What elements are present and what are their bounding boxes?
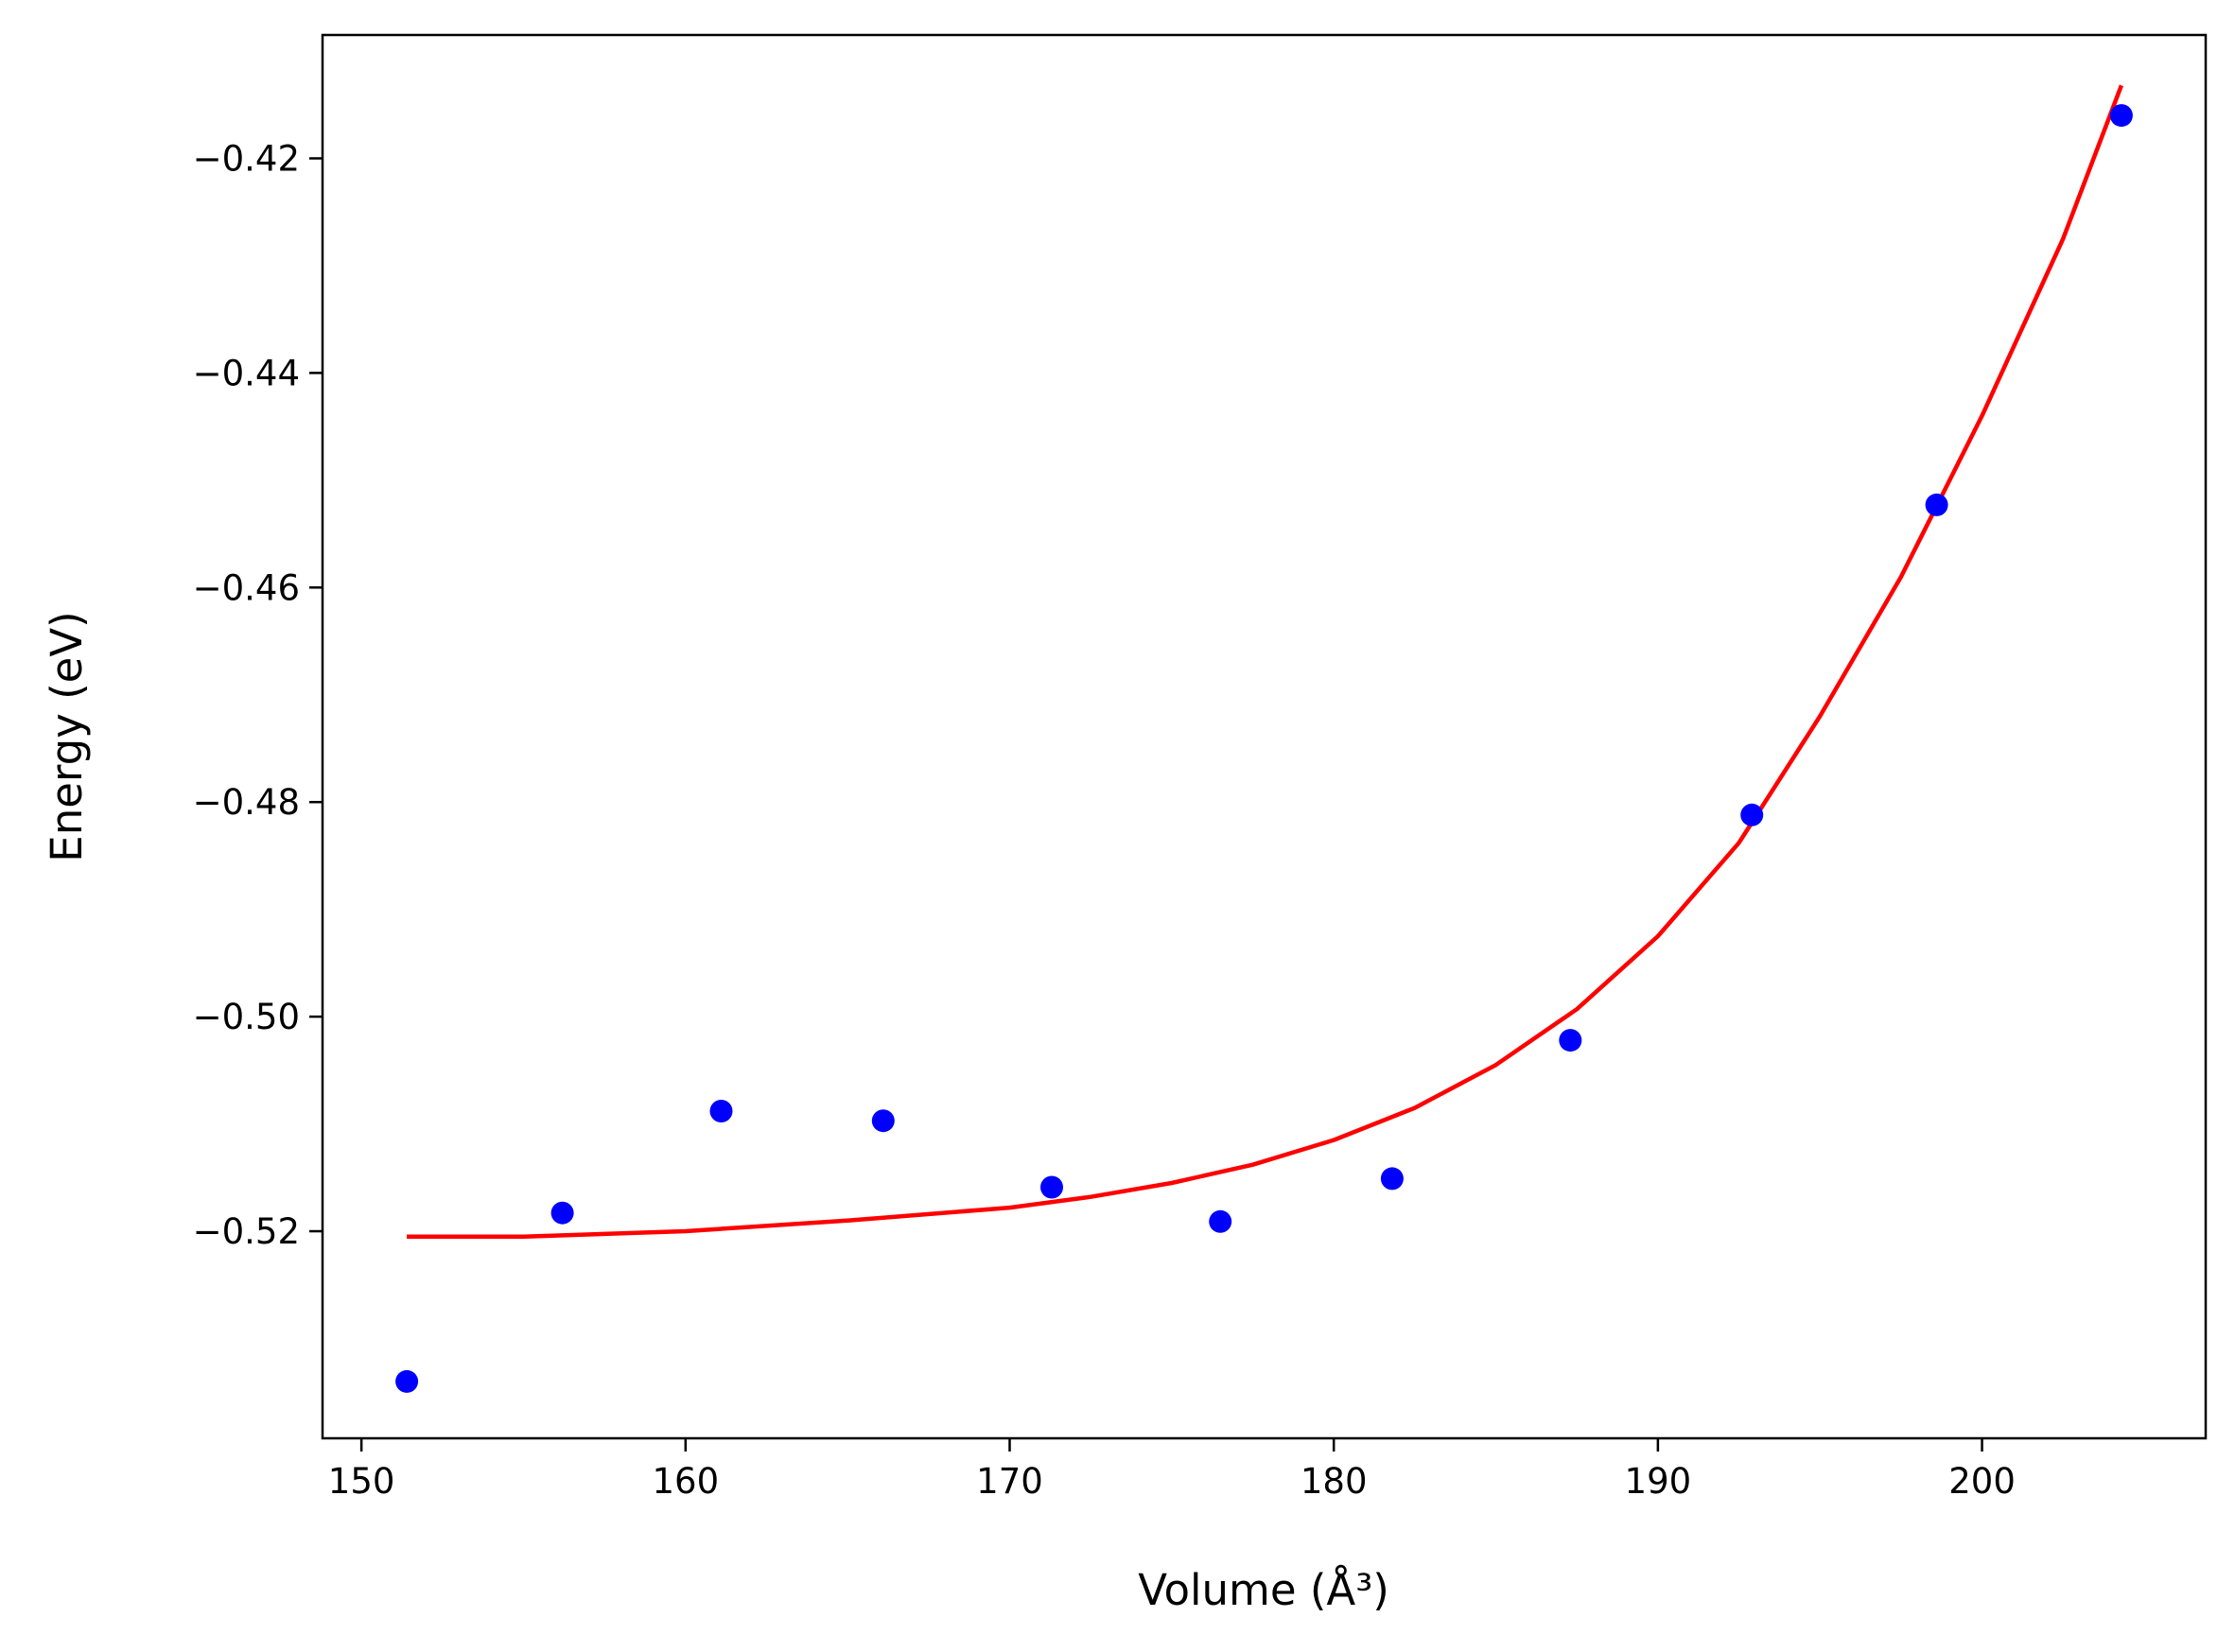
- data-points-layer: [395, 104, 2133, 1393]
- x-tick-label: 200: [1948, 1461, 2016, 1502]
- x-tick-label: 160: [652, 1461, 719, 1502]
- data-point: [1925, 493, 1948, 516]
- x-tick-label: 170: [976, 1461, 1043, 1502]
- data-point: [1559, 1029, 1582, 1052]
- data-point: [1380, 1167, 1404, 1191]
- x-axis: 150 160 170 180 190 200: [328, 1438, 2016, 1502]
- fit-curve: [407, 84, 2124, 1239]
- x-tick-label: 150: [328, 1461, 395, 1502]
- data-point: [550, 1201, 574, 1225]
- y-tick-label: −0.50: [193, 997, 300, 1037]
- y-axis: −0.42 −0.44 −0.46 −0.48 −0.50 −0.52: [193, 138, 323, 1252]
- x-tick-label: 180: [1301, 1461, 1368, 1502]
- x-axis-title: Volume (Å³): [1138, 1565, 1389, 1615]
- data-point: [1740, 803, 1764, 826]
- y-tick-label: −0.52: [193, 1211, 300, 1252]
- y-tick-label: −0.46: [193, 567, 300, 608]
- data-point: [1040, 1175, 1063, 1199]
- y-tick-label: −0.42: [193, 138, 300, 179]
- y-tick-label: −0.48: [193, 782, 300, 823]
- plot-area: [395, 84, 2133, 1393]
- fit-curve-layer: [407, 84, 2124, 1239]
- data-point: [871, 1109, 895, 1133]
- plot-frame: [321, 33, 2208, 1440]
- data-point: [709, 1100, 733, 1122]
- y-axis-title: Energy (eV): [42, 611, 92, 861]
- data-point: [395, 1369, 419, 1393]
- data-point: [1209, 1209, 1232, 1233]
- y-tick-label: −0.44: [193, 353, 300, 393]
- data-point: [2109, 104, 2133, 128]
- x-tick-label: 190: [1625, 1461, 1692, 1502]
